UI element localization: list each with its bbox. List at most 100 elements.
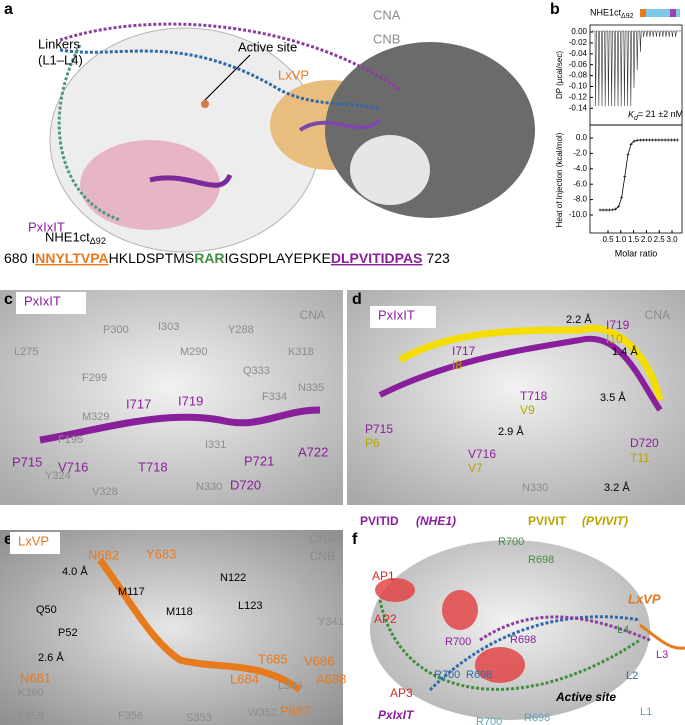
sequence-part: HKLDSPTMS <box>109 250 195 266</box>
residue-label: LxVP <box>278 67 309 82</box>
x-tick-label: 3.0 <box>666 235 678 244</box>
residue-label: P687 <box>280 703 310 718</box>
y-tick-label: -8.0 <box>573 195 587 204</box>
panel-letter: a <box>4 1 13 18</box>
x-tick-label: 2.0 <box>641 235 653 244</box>
residue-label: N330 <box>522 482 548 494</box>
residue-label: P52 <box>58 627 78 639</box>
residue-label: R700 <box>445 636 471 648</box>
residue-label: I303 <box>158 321 179 333</box>
residue-label: I717 <box>452 344 476 358</box>
sequence: 680 INNYLTVPAHKLDSPTMSRARIGSDPLAYEPKEDLPV… <box>4 250 450 266</box>
y-tick-label: -0.12 <box>569 93 588 102</box>
residue-label: P300 <box>103 324 129 336</box>
residue-label: F356 <box>118 710 143 722</box>
residue-label: L2 <box>626 670 638 682</box>
residue-label: CNA <box>373 7 401 22</box>
y-tick-label: -0.06 <box>569 60 588 69</box>
residue-label: T718 <box>520 389 548 403</box>
y-tick-label: -0.10 <box>569 82 588 91</box>
panel-letter: b <box>550 1 560 18</box>
y-tick-label: -4.0 <box>573 164 587 173</box>
residue-label: Linkers <box>38 36 80 51</box>
sequence-legend: PVITID <box>360 514 399 528</box>
residue-label: K318 <box>288 346 314 358</box>
residue-label: Y683 <box>146 546 176 561</box>
residue-label: W352 <box>248 707 277 719</box>
residue-label: PxIxIT <box>28 219 65 234</box>
residue-label: Active site <box>238 39 297 54</box>
kd-subscript: d <box>634 115 639 122</box>
residue-label: M117 <box>118 586 145 598</box>
sequence-part: IGSDPLAYEPKE <box>225 250 331 266</box>
construct-subscript: Δ92 <box>621 13 634 20</box>
residue-label: PxIxIT <box>378 708 415 722</box>
itc-fit <box>599 139 678 211</box>
residue-label: F195 <box>58 434 83 446</box>
kd-label: Kd= 21 ±2 nM <box>628 109 683 121</box>
residue-label: L4 <box>617 624 629 636</box>
residue-label: F334 <box>262 391 287 403</box>
residue-label: P6 <box>365 436 380 450</box>
sequence-part: RAR <box>194 250 224 266</box>
sequence-part: DLPVITIDPAS <box>331 250 423 266</box>
residue-label: N681 <box>20 670 51 685</box>
residue-label: V716 <box>58 459 88 474</box>
residue-label: V716 <box>468 447 496 461</box>
residue-label: K360 <box>18 687 44 699</box>
residue-label: L343 <box>278 680 302 692</box>
y-tick-label: 0.00 <box>571 27 587 36</box>
sequence-part: NNYLTVPA <box>35 250 108 266</box>
residue-label: Q50 <box>36 604 57 616</box>
sequence-legend: (PVIVIT) <box>582 514 628 528</box>
residue-label: 3.5 Å <box>600 391 626 404</box>
construct-name: NHE1ctΔ92 <box>590 7 634 19</box>
residue-label: CNA <box>310 532 335 546</box>
construct-subscript: Δ92 <box>90 236 106 246</box>
residue-label: (L1–L4) <box>38 52 83 67</box>
residue-label: P715 <box>365 422 393 436</box>
label-box <box>16 292 86 314</box>
residue-label: L275 <box>14 346 38 358</box>
residue-label: R698 <box>510 634 536 646</box>
residue-label: AP2 <box>374 612 397 626</box>
y-tick-label: -2.0 <box>573 149 587 158</box>
y-tick-label: -0.04 <box>569 49 588 58</box>
x-tick-label: 1.0 <box>615 235 627 244</box>
residue-label: F299 <box>82 372 107 384</box>
panel-e-image <box>0 530 343 725</box>
panel-a-structure <box>49 22 535 253</box>
panel-letter: f <box>352 531 358 548</box>
residue-label: 2.6 Å <box>38 651 64 664</box>
x-axis-title: Molar ratio <box>615 248 658 258</box>
sequence-part: 680 <box>4 250 28 266</box>
y-tick-label: -10.0 <box>569 210 588 219</box>
residue-label: R698 <box>466 669 492 681</box>
sequence-part: 723 <box>426 250 450 266</box>
residue-label: N335 <box>298 382 324 394</box>
residue-label: A722 <box>298 444 328 459</box>
sequence-legend: PVIVIT <box>528 514 567 528</box>
residue-label: I8 <box>452 358 462 372</box>
panel-b-axes <box>589 9 683 234</box>
panel-letter: d <box>352 291 362 308</box>
y-tick-label: -0.08 <box>569 71 588 80</box>
residue-label: I719 <box>606 318 630 332</box>
residue-label: LxVP <box>18 533 49 548</box>
residue-label: N682 <box>88 547 119 562</box>
residue-label: V328 <box>92 486 118 498</box>
residue-label: PxIxIT <box>378 307 415 322</box>
label-box <box>370 306 436 328</box>
residue-label: 3.2 Å <box>604 481 630 494</box>
residue-label: T11 <box>630 451 650 465</box>
residue-label: A688 <box>316 671 346 686</box>
residue-label: M118 <box>166 606 193 618</box>
sequence-part: I <box>31 250 35 266</box>
residue-label: N122 <box>220 572 246 584</box>
residue-label: R698 <box>524 712 550 724</box>
residue-label: M290 <box>180 346 208 358</box>
residue-label: S353 <box>186 712 212 724</box>
residue-label: Y324 <box>45 470 71 482</box>
itc-trace <box>592 30 681 107</box>
